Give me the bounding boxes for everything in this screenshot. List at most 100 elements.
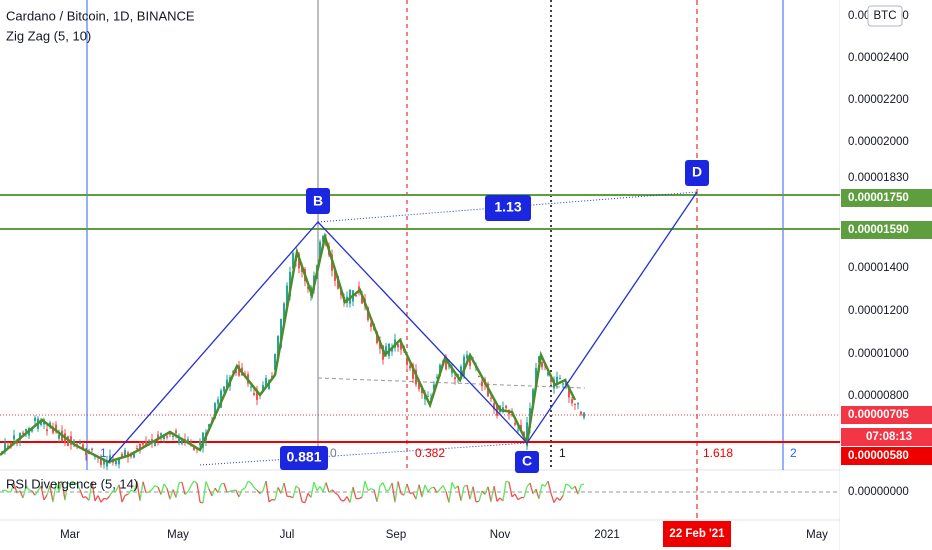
- point-label: B: [313, 193, 323, 209]
- candle-body: [214, 403, 216, 419]
- rsi-segment: [247, 480, 252, 484]
- candle-body: [142, 442, 144, 445]
- time-label: May: [806, 529, 828, 541]
- candle-body: [157, 434, 159, 440]
- rsi-segment: [436, 488, 441, 494]
- candle-body: [172, 435, 174, 437]
- rsi-segment: [220, 482, 225, 485]
- candle-body: [538, 356, 540, 363]
- rsi-segment: [457, 485, 462, 502]
- rsi-segment: [115, 484, 120, 492]
- time-label: Sep: [386, 529, 406, 541]
- fib-label: 1.618: [703, 446, 733, 460]
- rsi-segment: [487, 486, 492, 502]
- currency-label[interactable]: BTC: [874, 10, 897, 22]
- rsi-segment: [397, 481, 402, 494]
- rsi-segment: [430, 486, 435, 489]
- candle-body: [445, 356, 447, 370]
- rsi-segment: [475, 500, 480, 503]
- candle-body: [136, 447, 138, 449]
- rsi-segment: [334, 492, 339, 496]
- ratio-badge: [280, 446, 328, 470]
- candle-body: [463, 356, 465, 376]
- date-badge-label: 22 Feb '21: [669, 528, 725, 540]
- rsi-segment: [43, 494, 48, 501]
- rsi-segment: [568, 484, 573, 490]
- candle-body: [52, 427, 54, 433]
- rsi-segment: [277, 487, 282, 494]
- rsi-segment: [409, 492, 414, 495]
- rsi-segment: [496, 497, 501, 502]
- candle-body: [163, 436, 165, 439]
- rsi-segment: [187, 485, 192, 492]
- pattern-ratio-line: [317, 191, 698, 223]
- candle-body: [274, 353, 276, 371]
- rsi-segment: [466, 484, 471, 500]
- rsi-segment: [346, 496, 351, 503]
- rsi-segment: [31, 490, 36, 496]
- candle-body: [535, 368, 537, 387]
- price-label: 0.00001000: [848, 348, 909, 360]
- candle-body: [505, 405, 507, 409]
- candle-body: [517, 429, 519, 431]
- candle-body: [187, 439, 189, 444]
- rsi-segment: [574, 486, 579, 495]
- rsi-segment: [544, 480, 549, 487]
- rsi-segment: [577, 484, 582, 495]
- currency-button[interactable]: [867, 5, 903, 27]
- candle-body: [256, 389, 258, 400]
- rsi-segment: [535, 488, 540, 500]
- price-tag-label: 07:08:13: [866, 431, 912, 443]
- rsi-segment: [331, 489, 336, 494]
- candle-body: [424, 395, 426, 400]
- candle-body: [277, 335, 279, 361]
- rsi-segment: [469, 486, 474, 500]
- price-tag-label: 0.00000705: [848, 409, 909, 421]
- rsi-segment: [55, 482, 60, 492]
- rsi-segment: [139, 481, 144, 501]
- candle-body: [46, 429, 48, 432]
- time-label: Jul: [280, 529, 295, 541]
- candle-body: [220, 390, 222, 408]
- rsi-segment: [565, 483, 570, 486]
- rsi-segment: [316, 485, 321, 492]
- rsi-segment: [118, 484, 123, 503]
- time-label: Nov: [490, 529, 511, 541]
- candle-body: [121, 453, 123, 457]
- rsi-segment: [112, 490, 117, 492]
- candle-body: [139, 443, 141, 451]
- candle-body: [568, 386, 570, 398]
- rsi-segment: [310, 481, 315, 498]
- rsi-segment: [19, 490, 24, 499]
- rsi-segment: [73, 481, 78, 485]
- rsi-segment: [298, 488, 303, 503]
- time-label: May: [167, 529, 189, 541]
- price-label: 0.00001200: [848, 305, 909, 317]
- candle-body: [208, 424, 210, 428]
- rsi-segment: [25, 485, 30, 491]
- candle-body: [454, 377, 456, 380]
- rsi-segment: [1, 489, 6, 492]
- rsi-segment: [58, 481, 63, 492]
- candle-body: [262, 385, 264, 393]
- price-label: 0.00002400: [848, 52, 909, 64]
- rsi-segment: [283, 482, 288, 497]
- rsi-segment: [328, 489, 333, 493]
- candle-body: [244, 373, 246, 375]
- rsi-segment: [67, 482, 72, 485]
- rsi-segment: [538, 484, 543, 500]
- rsi-segment: [169, 489, 174, 500]
- candle-body: [361, 294, 363, 304]
- rsi-segment: [337, 494, 342, 501]
- rsi-segment: [193, 480, 198, 484]
- indicator-label: RSI Divergence (5, 14): [6, 476, 138, 491]
- rsi-segment: [124, 493, 129, 497]
- rsi-segment: [439, 485, 444, 490]
- price-label: 0.00002000: [848, 136, 909, 148]
- rsi-segment: [235, 489, 240, 498]
- rsi-segment: [52, 482, 57, 503]
- candle-body: [115, 461, 117, 465]
- rsi-segment: [391, 483, 396, 503]
- rsi-segment: [280, 482, 285, 494]
- rsi-segment: [325, 482, 330, 493]
